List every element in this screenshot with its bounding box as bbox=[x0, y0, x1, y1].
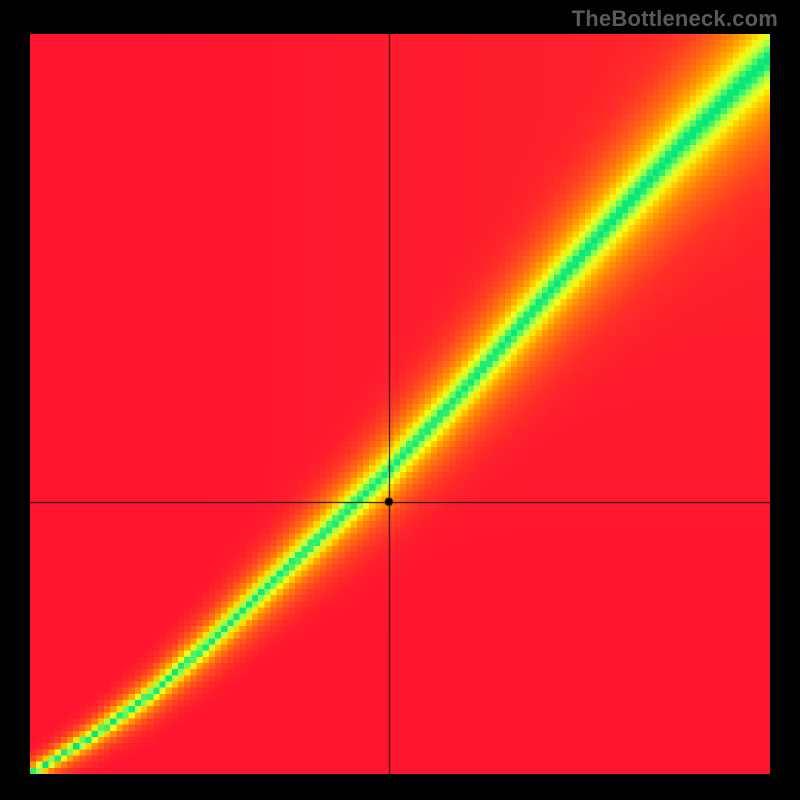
chart-container: TheBottleneck.com bbox=[0, 0, 800, 800]
bottleneck-heatmap bbox=[30, 34, 770, 774]
source-watermark: TheBottleneck.com bbox=[572, 6, 778, 32]
